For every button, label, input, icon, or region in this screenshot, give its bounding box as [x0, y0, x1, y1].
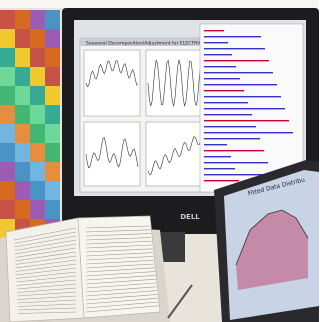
poster-tile	[45, 67, 60, 86]
poster-tile	[45, 10, 60, 29]
poster-tile	[30, 124, 45, 143]
plot-panel	[146, 50, 204, 116]
poster-tile	[30, 200, 45, 219]
console-line	[204, 96, 281, 97]
console-line	[204, 36, 261, 37]
monitor-brand: DELL	[180, 213, 200, 221]
poster-tile	[15, 48, 30, 67]
poster-tile	[30, 181, 45, 200]
poster-tile	[30, 105, 45, 124]
console-line	[204, 66, 236, 67]
console-line	[204, 162, 268, 163]
poster	[0, 10, 60, 238]
poster-tile	[30, 162, 45, 181]
console-line	[204, 54, 232, 55]
console-line	[204, 90, 244, 91]
poster-tile	[15, 105, 30, 124]
poster-tile	[30, 143, 45, 162]
poster-tile	[15, 200, 30, 219]
book-left-page	[6, 218, 84, 322]
page: Seasonal Decomposition/Adjustment for EL…	[0, 0, 319, 322]
ceiling-light	[0, 0, 319, 8]
poster-tile	[0, 48, 15, 67]
poster-tile	[45, 200, 60, 219]
poster-tile	[0, 86, 15, 105]
console-line	[204, 30, 224, 31]
poster-tile	[15, 67, 30, 86]
poster-tile	[15, 29, 30, 48]
photo: Seasonal Decomposition/Adjustment for EL…	[0, 0, 319, 322]
poster-tile	[15, 143, 30, 162]
console-line	[204, 102, 248, 103]
console-line	[204, 48, 265, 49]
console-line	[204, 108, 285, 109]
poster-tile	[0, 67, 15, 86]
plot-panel	[84, 50, 140, 116]
poster-tile	[15, 10, 30, 29]
poster-tile	[0, 124, 15, 143]
poster-tile	[30, 48, 45, 67]
poster-tile	[15, 162, 30, 181]
console-line	[204, 180, 239, 181]
poster-tile	[0, 181, 15, 200]
console-line	[204, 120, 289, 121]
poster-tile	[45, 181, 60, 200]
console-line	[204, 126, 256, 127]
console-line	[204, 138, 260, 139]
poster-tile	[0, 200, 15, 219]
poster-tile	[30, 10, 45, 29]
plot-title: Seasonal Decomposition/Adjustment for EL…	[86, 41, 202, 47]
poster-tile	[45, 143, 60, 162]
poster-tile	[15, 124, 30, 143]
poster-tile	[15, 181, 30, 200]
console-line	[204, 42, 228, 43]
console-line	[204, 150, 264, 151]
console-line	[204, 84, 277, 85]
console-line	[204, 156, 231, 157]
poster-tile	[45, 162, 60, 181]
console-line	[204, 144, 227, 145]
poster-tile	[45, 29, 60, 48]
poster-tile	[0, 105, 15, 124]
poster-tile	[30, 29, 45, 48]
poster-tile	[0, 10, 15, 29]
console-line	[204, 72, 273, 73]
plot-panel	[146, 122, 204, 186]
poster-tile	[0, 29, 15, 48]
poster-tile	[0, 143, 15, 162]
console-line	[204, 132, 293, 133]
console-line	[204, 78, 240, 79]
poster-tile	[30, 67, 45, 86]
poster-tile	[0, 162, 15, 181]
poster-tile	[45, 48, 60, 67]
console-line	[204, 168, 235, 169]
poster-tile	[45, 124, 60, 143]
console-line	[204, 114, 252, 115]
poster-tile	[30, 86, 45, 105]
poster-tile	[45, 86, 60, 105]
poster-tile	[45, 105, 60, 124]
console-line	[204, 60, 269, 61]
poster-tile	[15, 86, 30, 105]
